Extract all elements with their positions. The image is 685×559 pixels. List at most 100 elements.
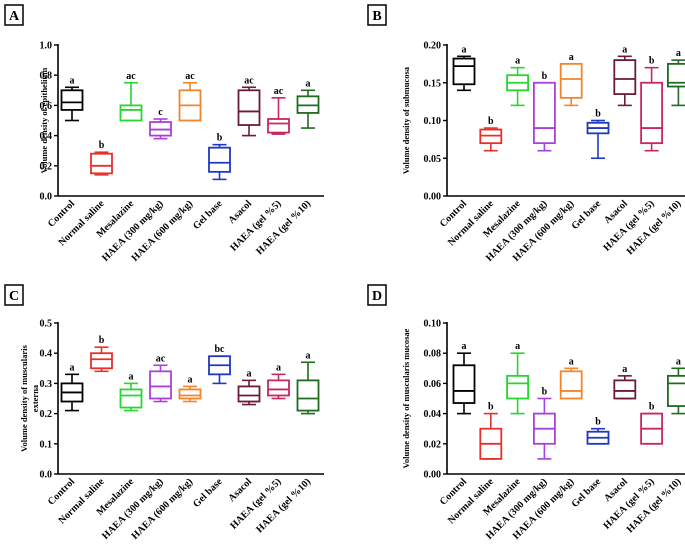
box-mesalazine: ac [119,71,143,122]
y-tick-label: 0.3 [40,379,53,390]
box-haea-600-mg-kg-: a [559,356,583,400]
category-label: HAEA (gel %5) [228,476,283,531]
box-control: a [60,75,84,122]
y-tick-label: 0.00 [424,470,442,481]
box-haea-300-mg-kg-: b [533,387,556,460]
y-axis-label: Volume density of epithelium [39,68,49,174]
significance-label: c [158,107,163,118]
category-label: Gel base [191,476,225,510]
significance-label: a [515,341,520,352]
box-iqr [149,370,172,400]
box-haea-gel-5-: b [640,402,663,445]
significance-label: b [488,116,494,127]
significance-label: a [247,368,252,379]
box-haea-gel-10-: a [296,350,320,415]
y-tick-label: 0.02 [424,439,442,450]
significance-label: b [99,140,105,151]
significance-label: b [649,402,655,413]
y-tick-label: 0.2 [40,409,53,420]
box-iqr [119,388,143,409]
box-iqr [237,89,261,126]
box-iqr [267,379,290,397]
panel-D: D 0.00 0.02 0.04 0.06 0.08 0.10 Volume density … [367,284,685,542]
significance-label: a [676,48,681,59]
significance-label: ac [156,353,166,364]
significance-label: a [306,78,311,89]
box-haea-gel-10-: a [296,78,320,129]
box-iqr [452,364,476,404]
box-iqr [559,370,583,400]
box-iqr [452,57,476,86]
y-tick-label: 0.10 [424,319,442,330]
y-tick-label: 0.8 [40,71,53,82]
panel-label: A [9,9,20,24]
panel-label: B [372,9,381,24]
box-haea-600-mg-kg-: ac [178,71,202,122]
y-axis-label: Volume density of muscularisexterna [19,344,40,451]
category-label: Gel base [191,198,225,232]
y-tick-label: 0.00 [424,192,442,203]
y-tick-label: 0.10 [424,116,442,127]
box-normal-saline: b [479,116,503,152]
category-label: HAEA (gel %10) [254,476,313,535]
significance-label: a [622,44,627,55]
box-asacol: a [237,368,261,406]
panel-B: B 0.00 0.05 0.10 0.15 0.20 Volume density of s… [367,4,685,264]
box-iqr [667,62,685,88]
box-iqr [208,146,231,173]
box-normal-saline: b [90,335,113,373]
significance-label: a [70,362,75,373]
significance-label: b [488,402,494,413]
y-tick-label: 0.2 [40,161,53,172]
significance-label: a [188,374,193,385]
box-haea-gel-5-: b [640,56,663,152]
box-iqr [90,352,113,370]
y-tick-label: 0.06 [424,379,442,390]
panel-A: A 0.0 0.2 0.4 0.6 0.8 1.0 Volume density of epi… [4,4,324,264]
significance-label: a [70,75,75,86]
significance-label: b [595,109,601,120]
y-tick-label: 0.0 [40,470,53,481]
box-haea-gel-10-: a [667,356,685,415]
panel-label-box [4,4,24,26]
box-iqr [613,379,637,400]
significance-label: b [595,417,601,428]
box-mesalazine: a [506,56,530,107]
box-haea-gel-5-: a [267,362,290,400]
box-iqr [613,59,637,95]
box-haea-gel-5-: ac [267,86,290,135]
box-control: a [452,44,476,92]
box-iqr [533,81,556,145]
box-haea-600-mg-kg-: a [178,374,202,403]
box-haea-300-mg-kg-: ac [149,353,172,403]
box-asacol: a [613,364,637,400]
panel-label: D [372,289,382,304]
box-haea-300-mg-kg-: b [533,71,556,152]
y-tick-label: 0.0 [40,192,53,203]
y-tick-label: 0.4 [40,349,53,360]
box-iqr [559,62,583,99]
significance-label: a [515,56,520,67]
significance-label: ac [185,71,195,82]
box-iqr [90,152,113,175]
y-tick-label: 0.1 [40,439,53,450]
panel-C: C 0.0 0.1 0.2 0.3 0.4 0.5 Volume density of mus… [4,284,324,542]
y-tick-label: 0.15 [424,78,442,89]
y-tick-label: 0.4 [40,131,53,142]
box-control: a [60,362,84,412]
y-axis-label: Volume density of submucosa [401,66,411,174]
box-haea-300-mg-kg-: c [149,107,172,140]
significance-label: a [569,356,574,367]
significance-label: a [569,52,574,63]
box-iqr [506,374,530,400]
box-iqr [296,379,320,412]
significance-label: a [306,350,311,361]
box-mesalazine: a [119,371,143,412]
box-normal-saline: b [479,402,503,460]
box-iqr [119,104,143,122]
y-tick-label: 0.5 [40,319,53,330]
significance-label: a [676,356,681,367]
significance-label: b [99,335,105,346]
box-iqr [267,118,290,134]
category-label: Gel base [570,198,604,232]
